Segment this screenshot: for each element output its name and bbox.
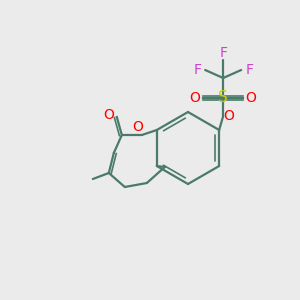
Text: F: F [193,63,201,77]
Text: O: O [224,109,235,123]
Text: O: O [190,91,201,105]
Text: O: O [246,91,256,105]
Text: O: O [103,108,114,122]
Text: O: O [132,120,143,134]
Text: S: S [218,91,228,106]
Text: F: F [245,63,253,77]
Text: F: F [219,46,227,60]
